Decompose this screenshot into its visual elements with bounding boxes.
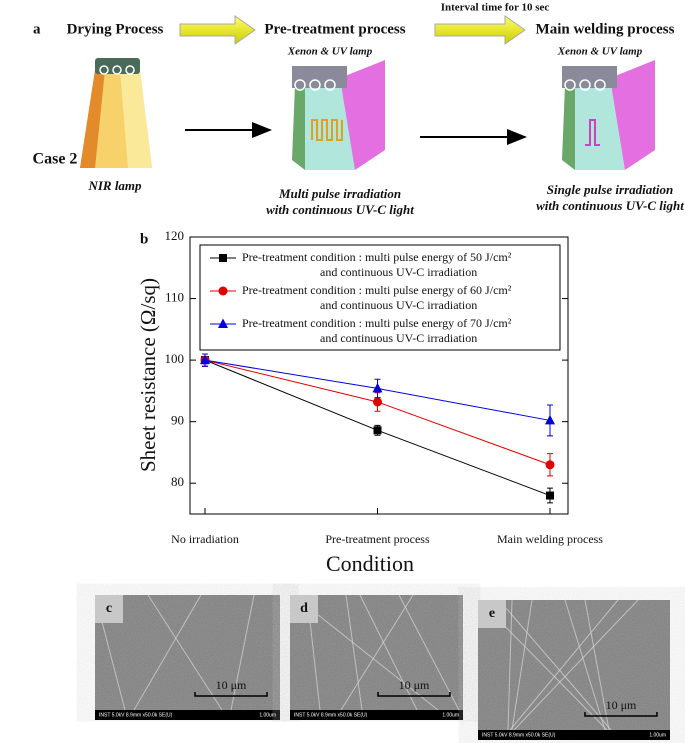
scale-label: 10 μm [399, 678, 430, 692]
yellow-arrow [179, 15, 256, 45]
nanowire [564, 599, 606, 731]
plot-frame [189, 236, 569, 515]
nanowire [340, 594, 414, 711]
legend-label: Pre-treatment condition : multi pulse en… [242, 283, 512, 312]
marker [373, 397, 382, 407]
nanowire [230, 594, 255, 711]
nanowire [498, 599, 612, 731]
x-tick-label: Main welding process [497, 532, 603, 546]
sem-texture [478, 600, 670, 730]
y-axis-label: Sheet resistance (Ω/sq) [136, 278, 160, 472]
step-title: Drying Process [67, 21, 164, 37]
sem-scale-small: 1.00um [649, 732, 666, 738]
sem-info: INST 5.0kV 8.9mm x50.0k SE(U) [482, 732, 556, 738]
scale-label: 10 μm [216, 678, 247, 692]
panel-label: d [300, 601, 308, 616]
step-title: Main welding process [536, 21, 675, 37]
info-strip [478, 730, 670, 740]
nanowire [398, 594, 460, 711]
sem-scale-small: 1.00um [259, 712, 276, 718]
scale-bar [584, 712, 658, 717]
marker [546, 491, 554, 500]
lamp-label: Xenon & UV lamp [287, 46, 373, 58]
caption: Single pulse irradiation [547, 182, 673, 197]
nanowire [584, 599, 610, 731]
xenon-uv-lamp [562, 60, 655, 170]
label-box [290, 595, 318, 623]
x-tick-label: Pre-treatment process [325, 532, 430, 546]
nanowire [345, 594, 363, 711]
sem-scale-small: 1.00um [442, 712, 459, 718]
nir-lamp [80, 58, 152, 168]
panel-label: e [489, 606, 495, 621]
marker [218, 318, 228, 328]
yellow-arrow [434, 15, 526, 45]
nanowire [359, 594, 418, 711]
scale-bar [377, 692, 451, 697]
interval-note: Interval time for 10 sec [441, 2, 550, 14]
nanowire [147, 594, 223, 711]
legend-box [199, 244, 561, 351]
panel-label: b [140, 231, 148, 247]
marker [373, 426, 382, 435]
x-axis-label: Condition [326, 551, 414, 576]
nanowire [507, 599, 513, 731]
y-tick-label: 100 [165, 351, 185, 366]
nanowire [513, 599, 639, 731]
y-tick-label: 90 [171, 413, 184, 428]
marker [200, 354, 210, 365]
marker [218, 286, 228, 296]
nanowire [133, 594, 202, 711]
xenon-uv-lamp [292, 60, 385, 170]
y-tick-label: 110 [165, 290, 184, 305]
sem-texture [95, 595, 280, 710]
caption: NIR lamp [87, 178, 142, 193]
x-tick-label: No irradiation [171, 532, 239, 546]
nanowire [509, 599, 619, 731]
marker [545, 460, 555, 470]
step-title: Pre-treatment process [264, 21, 405, 37]
scale-bar [194, 692, 268, 697]
panel-label: c [106, 601, 112, 616]
sem-info: INST 5.0kV 8.9mm x50.0k SE(U) [99, 712, 173, 718]
y-tick-label: 120 [165, 228, 185, 243]
label-box [95, 595, 123, 623]
nanowire [511, 599, 533, 731]
lamp-label: Xenon & UV lamp [557, 46, 643, 58]
marker [372, 382, 383, 393]
caption: Multi pulse irradiation [278, 186, 401, 201]
legend-label: Pre-treatment condition : multi pulse en… [242, 316, 512, 345]
info-strip [290, 710, 463, 720]
marker [545, 414, 555, 425]
scale-label: 10 μm [606, 698, 637, 712]
caption: with continuous UV-C light [536, 198, 684, 213]
sem-info: INST 5.0kV 8.9mm x50.0k SE(U) [294, 712, 368, 718]
caption: with continuous UV-C light [266, 202, 414, 217]
marker [219, 254, 227, 262]
y-tick-label: 80 [171, 474, 184, 489]
label-box [478, 600, 506, 628]
panel-label: a [33, 21, 41, 37]
series-line [204, 359, 551, 466]
info-strip [95, 710, 280, 720]
legend-label: Pre-treatment condition : multi pulse en… [242, 250, 512, 279]
case-label: Case 2 [33, 151, 78, 168]
